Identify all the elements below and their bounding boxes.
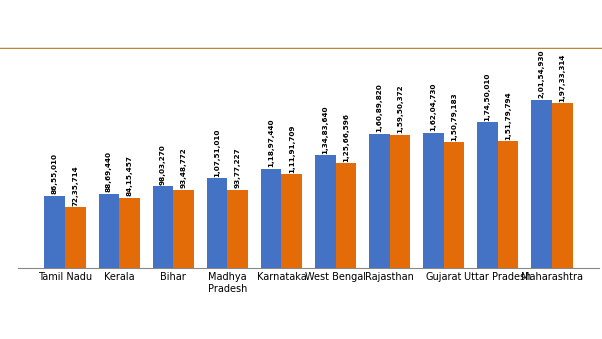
Text: 1,07,51,010: 1,07,51,010 [214,128,220,177]
Text: Doses received and consumed by the states: Doses received and consumed by the state… [7,14,527,34]
Text: 84,15,457: 84,15,457 [126,155,132,196]
Bar [65,207,85,268]
Legend: Doses received by State/UT, Total consumption including wastage: Doses received by State/UT, Total consum… [110,336,507,339]
Text: 1,74,50,010: 1,74,50,010 [485,73,491,121]
Bar [369,134,389,268]
Bar [119,198,140,268]
Bar [315,155,335,268]
Bar [228,190,248,268]
Text: 1,11,91,709: 1,11,91,709 [289,124,295,173]
Text: 1,62,04,730: 1,62,04,730 [430,83,436,131]
Bar [173,190,194,268]
Bar [552,103,573,268]
Text: 1,97,33,314: 1,97,33,314 [559,53,565,102]
Text: (as on 17.05.2021, 8 am): (as on 17.05.2021, 8 am) [470,19,593,28]
Bar [282,175,302,268]
Text: 1,59,50,372: 1,59,50,372 [397,85,403,133]
Bar [444,142,464,268]
Text: 1,18,97,440: 1,18,97,440 [268,119,274,167]
Text: 86,55,010: 86,55,010 [52,153,58,194]
Text: 98,03,270: 98,03,270 [160,144,166,184]
Bar [389,135,410,268]
Text: 93,48,772: 93,48,772 [181,147,187,188]
Bar [261,168,282,268]
Bar [153,186,173,268]
Text: 1,60,89,820: 1,60,89,820 [376,83,382,132]
Text: 93,77,227: 93,77,227 [235,147,241,188]
Text: 1,25,66,596: 1,25,66,596 [343,113,349,161]
Text: 72,35,714: 72,35,714 [72,165,78,206]
Bar [45,196,65,268]
Text: 1,34,83,640: 1,34,83,640 [322,105,328,154]
Bar [498,141,518,268]
Text: 88,69,440: 88,69,440 [106,151,112,192]
Bar [423,133,444,268]
Bar [335,163,356,268]
Bar [532,100,552,268]
Text: 2,01,54,930: 2,01,54,930 [539,50,545,98]
Bar [477,122,498,268]
Text: 1,51,79,794: 1,51,79,794 [505,91,511,140]
Text: 1,50,79,183: 1,50,79,183 [451,92,457,141]
Bar [207,178,228,268]
Bar [99,194,119,268]
